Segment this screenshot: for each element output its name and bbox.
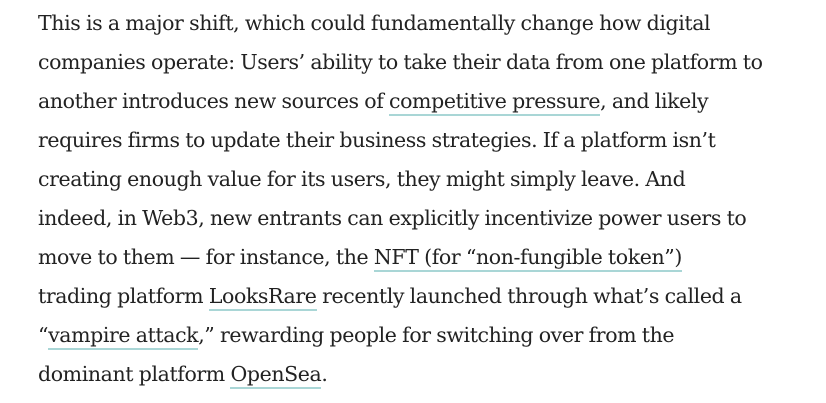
article-paragraph: This is a major shift, which could funda… xyxy=(38,4,818,394)
text-segment: recently launched through what’s called … xyxy=(316,284,742,308)
text-segment: another introduces new sources of xyxy=(38,89,390,113)
text-segment: trading platform xyxy=(38,284,209,308)
text-line: dominant platform OpenSea. xyxy=(38,355,818,394)
text-segment: “ xyxy=(38,323,49,347)
text-segment: creating enough value for its users, the… xyxy=(38,167,686,191)
text-line: companies operate: Users’ ability to tak… xyxy=(38,43,818,82)
text-line: This is a major shift, which could funda… xyxy=(38,4,818,43)
opensea-link[interactable]: OpenSea xyxy=(230,362,322,389)
text-line: move to them — for instance, the NFT (fo… xyxy=(38,238,818,277)
text-segment: This is a major shift, which could funda… xyxy=(38,11,711,35)
nft-link[interactable]: NFT (for “non-fungible token”) xyxy=(373,245,682,272)
text-segment: , and likely xyxy=(600,89,709,113)
text-segment: ,” rewarding people for switching over f… xyxy=(198,323,675,347)
text-segment: dominant platform xyxy=(38,362,231,386)
text-segment: . xyxy=(321,362,328,386)
text-line: requires firms to update their business … xyxy=(38,121,818,160)
text-line: another introduces new sources of compet… xyxy=(38,82,818,121)
text-segment: indeed, in Web3, new entrants can explic… xyxy=(38,206,747,230)
text-segment: requires firms to update their business … xyxy=(38,128,716,152)
text-line: indeed, in Web3, new entrants can explic… xyxy=(38,199,818,238)
text-line: creating enough value for its users, the… xyxy=(38,160,818,199)
looksrare-link[interactable]: LooksRare xyxy=(208,284,317,311)
text-line: trading platform LooksRare recently laun… xyxy=(38,277,818,316)
text-segment: companies operate: Users’ ability to tak… xyxy=(38,50,763,74)
text-segment: move to them — for instance, the xyxy=(38,245,374,269)
text-line: “vampire attack,” rewarding people for s… xyxy=(38,316,818,355)
competitive-pressure-link[interactable]: competitive pressure xyxy=(389,89,601,116)
vampire-attack-link[interactable]: vampire attack xyxy=(48,323,199,350)
